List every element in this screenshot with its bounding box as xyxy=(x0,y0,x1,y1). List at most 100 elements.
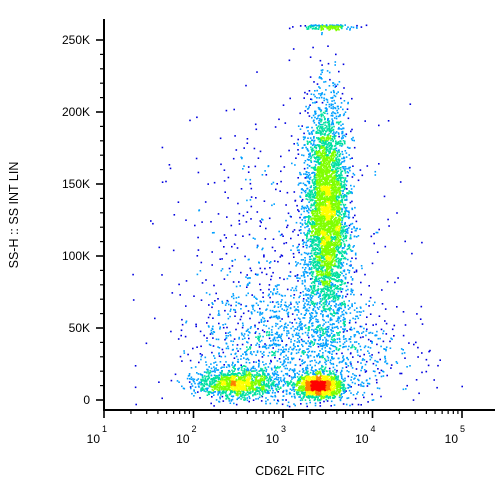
data-point xyxy=(317,252,319,255)
data-point xyxy=(324,203,327,206)
data-point xyxy=(341,396,343,398)
data-point xyxy=(316,271,319,273)
data-point xyxy=(319,172,322,174)
data-point xyxy=(330,129,333,132)
data-point xyxy=(317,236,320,239)
data-point xyxy=(305,263,308,266)
data-point xyxy=(334,148,336,151)
data-point xyxy=(329,242,331,244)
data-point xyxy=(335,149,338,152)
data-point xyxy=(346,192,348,194)
data-point xyxy=(324,295,327,298)
data-point xyxy=(326,251,328,254)
data-point xyxy=(321,195,324,198)
data-point xyxy=(336,187,338,189)
data-point xyxy=(335,178,337,180)
data-point xyxy=(320,310,323,312)
data-point xyxy=(322,208,324,210)
data-point xyxy=(339,307,342,309)
data-point xyxy=(339,251,342,254)
data-point xyxy=(312,230,314,233)
data-point xyxy=(319,277,321,279)
data-point xyxy=(345,152,348,154)
data-point xyxy=(331,223,334,225)
data-point xyxy=(323,133,325,135)
data-point xyxy=(311,341,313,343)
data-point xyxy=(320,69,323,72)
data-point xyxy=(332,176,335,178)
data-point xyxy=(335,234,337,236)
data-point xyxy=(335,306,337,308)
data-point xyxy=(331,227,334,230)
data-point xyxy=(341,288,344,291)
data-point xyxy=(322,230,325,232)
data-point xyxy=(311,172,313,174)
data-point xyxy=(316,89,318,92)
data-point xyxy=(335,143,337,145)
data-point xyxy=(315,251,317,254)
data-point xyxy=(333,274,335,276)
data-point xyxy=(315,244,317,246)
data-point xyxy=(338,164,341,166)
data-point xyxy=(339,235,341,237)
data-point xyxy=(336,143,339,145)
data-point xyxy=(326,236,329,239)
data-point xyxy=(349,147,351,149)
data-point xyxy=(331,213,333,215)
data-point xyxy=(327,268,329,270)
data-point xyxy=(348,217,350,220)
data-point xyxy=(320,198,323,200)
data-point xyxy=(313,252,316,254)
data-point xyxy=(351,207,353,210)
data-point xyxy=(340,242,343,244)
data-point xyxy=(338,210,341,212)
data-point xyxy=(335,228,337,230)
data-point xyxy=(341,254,344,256)
data-point xyxy=(329,159,331,161)
data-point xyxy=(335,258,337,261)
data-point xyxy=(317,159,319,161)
data-point xyxy=(341,219,344,222)
data-point xyxy=(320,270,323,272)
data-point xyxy=(326,174,329,177)
data-point xyxy=(309,240,312,243)
data-point xyxy=(339,208,342,210)
data-point xyxy=(311,154,314,157)
data-point xyxy=(337,261,339,263)
data-point xyxy=(320,221,322,223)
data-point xyxy=(313,331,316,334)
data-point xyxy=(310,166,313,169)
data-point xyxy=(297,184,300,186)
data-point xyxy=(296,383,298,386)
data-point xyxy=(328,208,330,211)
data-point xyxy=(330,197,333,200)
data-point xyxy=(343,384,345,387)
data-point xyxy=(326,99,329,101)
data-point xyxy=(311,227,313,230)
data-point xyxy=(320,188,322,191)
data-point xyxy=(329,381,332,383)
data-point xyxy=(328,85,331,87)
data-point xyxy=(325,89,327,91)
data-point xyxy=(330,379,333,381)
data-point xyxy=(333,166,336,168)
data-point xyxy=(339,142,342,145)
data-point xyxy=(325,225,328,227)
data-point xyxy=(308,195,311,197)
data-point xyxy=(339,224,342,226)
data-point xyxy=(350,184,352,187)
data-point xyxy=(314,95,316,98)
data-point xyxy=(335,241,338,244)
data-point xyxy=(313,175,316,178)
data-point xyxy=(322,212,325,214)
data-point xyxy=(310,271,312,274)
data-point xyxy=(304,136,306,138)
data-point xyxy=(320,145,322,147)
data-point xyxy=(332,160,334,162)
data-point xyxy=(336,170,339,173)
data-point xyxy=(327,178,330,181)
data-point xyxy=(342,186,345,188)
data-point xyxy=(333,160,335,162)
data-point xyxy=(320,196,322,198)
data-point xyxy=(311,342,313,344)
